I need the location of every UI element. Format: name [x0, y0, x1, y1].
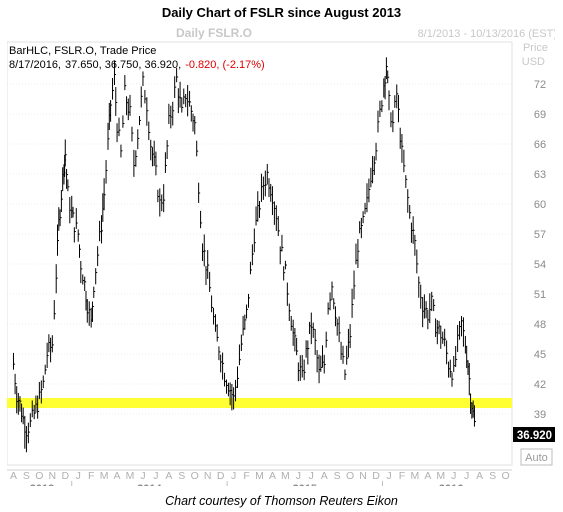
- axis-unit-currency: USD: [522, 56, 545, 68]
- x-year-label: 2016: [439, 483, 463, 486]
- support-highlight-band: [7, 398, 512, 408]
- x-tick-label: N: [49, 470, 57, 482]
- x-tick-label: M: [411, 470, 420, 482]
- y-axis-ticks: 39 42 45 48 51 54 57 60 63 66 69 72: [534, 79, 546, 421]
- x-tick-label: J: [296, 470, 301, 482]
- y-tick-label: 45: [534, 349, 546, 361]
- x-tick-label: J: [451, 470, 456, 482]
- x-tick-label: A: [114, 470, 121, 482]
- x-tick-label: F: [399, 470, 405, 482]
- x-tick-label: M: [436, 470, 445, 482]
- x-tick-label: A: [165, 470, 172, 482]
- x-tick-label: M: [281, 470, 290, 482]
- legend-series-name: BarHLC, FSLR.O, Trade Price: [9, 45, 156, 57]
- chart-credit: Chart courtesy of Thomson Reuters Eikon: [165, 494, 398, 508]
- x-tick-label: D: [372, 470, 380, 482]
- x-year-label: 2015: [293, 483, 317, 486]
- grid-lines: [7, 83, 512, 415]
- y-tick-label: 42: [534, 379, 546, 391]
- price-series: [12, 57, 476, 453]
- x-tick-label: D: [217, 470, 225, 482]
- y-tick-label: 63: [534, 169, 546, 181]
- x-tick-label: F: [88, 470, 94, 482]
- date-range: 8/1/2013 - 10/13/2016 (EST): [418, 28, 555, 40]
- x-year-label: 2013: [30, 483, 54, 486]
- legend-ohlc: 37.650, 36.750, 36.920,: [65, 59, 181, 71]
- x-tick-label: A: [10, 470, 17, 482]
- y-tick-label: 51: [534, 289, 546, 301]
- x-tick-label: M: [100, 470, 109, 482]
- x-axis-ticks: ASONDJFMAMJJASONDJFMAMJJASONDJFMAMJJASO2…: [7, 469, 512, 495]
- x-tick-label: J: [464, 470, 469, 482]
- y-tick-label: 66: [534, 139, 546, 151]
- plot-border: [6, 41, 513, 466]
- last-price-box: [513, 427, 556, 442]
- x-tick-label: A: [321, 470, 328, 482]
- x-tick-label: O: [346, 470, 354, 482]
- chart-title: Daily Chart of FSLR since August 2013: [161, 5, 402, 20]
- x-tick-label: O: [191, 470, 199, 482]
- y-tick-label: 57: [534, 229, 546, 241]
- x-tick-label: N: [204, 470, 212, 482]
- x-tick-label: J: [231, 470, 236, 482]
- x-tick-label: F: [243, 470, 249, 482]
- x-tick-label: A: [269, 470, 276, 482]
- legend-values: 8/17/2016, 37.650, 36.750, 36.920, -0.820,…: [9, 59, 265, 71]
- x-tick-label: J: [140, 470, 145, 482]
- x-tick-label: A: [476, 470, 483, 482]
- x-year-label: 2014: [137, 483, 162, 486]
- x-tick-label: J: [386, 470, 391, 482]
- legend-change: -0.820, (-2.17%): [185, 59, 264, 71]
- x-tick-label: J: [76, 470, 81, 482]
- x-tick-label: O: [501, 470, 509, 482]
- auto-scale-button[interactable]: [520, 448, 553, 466]
- axis-unit-price: Price: [523, 42, 548, 54]
- x-tick-label: A: [424, 470, 431, 482]
- y-tick-label: 54: [534, 259, 546, 271]
- auto-scale-label: Auto: [525, 452, 548, 464]
- x-tick-label: O: [35, 470, 43, 482]
- x-tick-label: S: [489, 470, 496, 482]
- x-tick-label: M: [255, 470, 264, 482]
- legend-date: 8/17/2016,: [9, 59, 61, 71]
- chart-name: Daily FSLR.O: [176, 26, 252, 40]
- x-tick-label: S: [334, 470, 341, 482]
- y-tick-label: 39: [534, 409, 546, 421]
- x-tick-label: M: [126, 470, 135, 482]
- y-tick-label: 72: [534, 79, 546, 91]
- x-tick-label: N: [359, 470, 367, 482]
- x-tick-label: S: [23, 470, 30, 482]
- x-tick-label: D: [61, 470, 69, 482]
- x-tick-label: S: [178, 470, 185, 482]
- y-tick-label: 60: [534, 199, 546, 211]
- x-tick-label: J: [309, 470, 314, 482]
- y-tick-label: 69: [534, 109, 546, 121]
- last-price-label: 36.920: [517, 430, 552, 442]
- x-tick-label: J: [153, 470, 158, 482]
- y-tick-label: 48: [534, 319, 546, 331]
